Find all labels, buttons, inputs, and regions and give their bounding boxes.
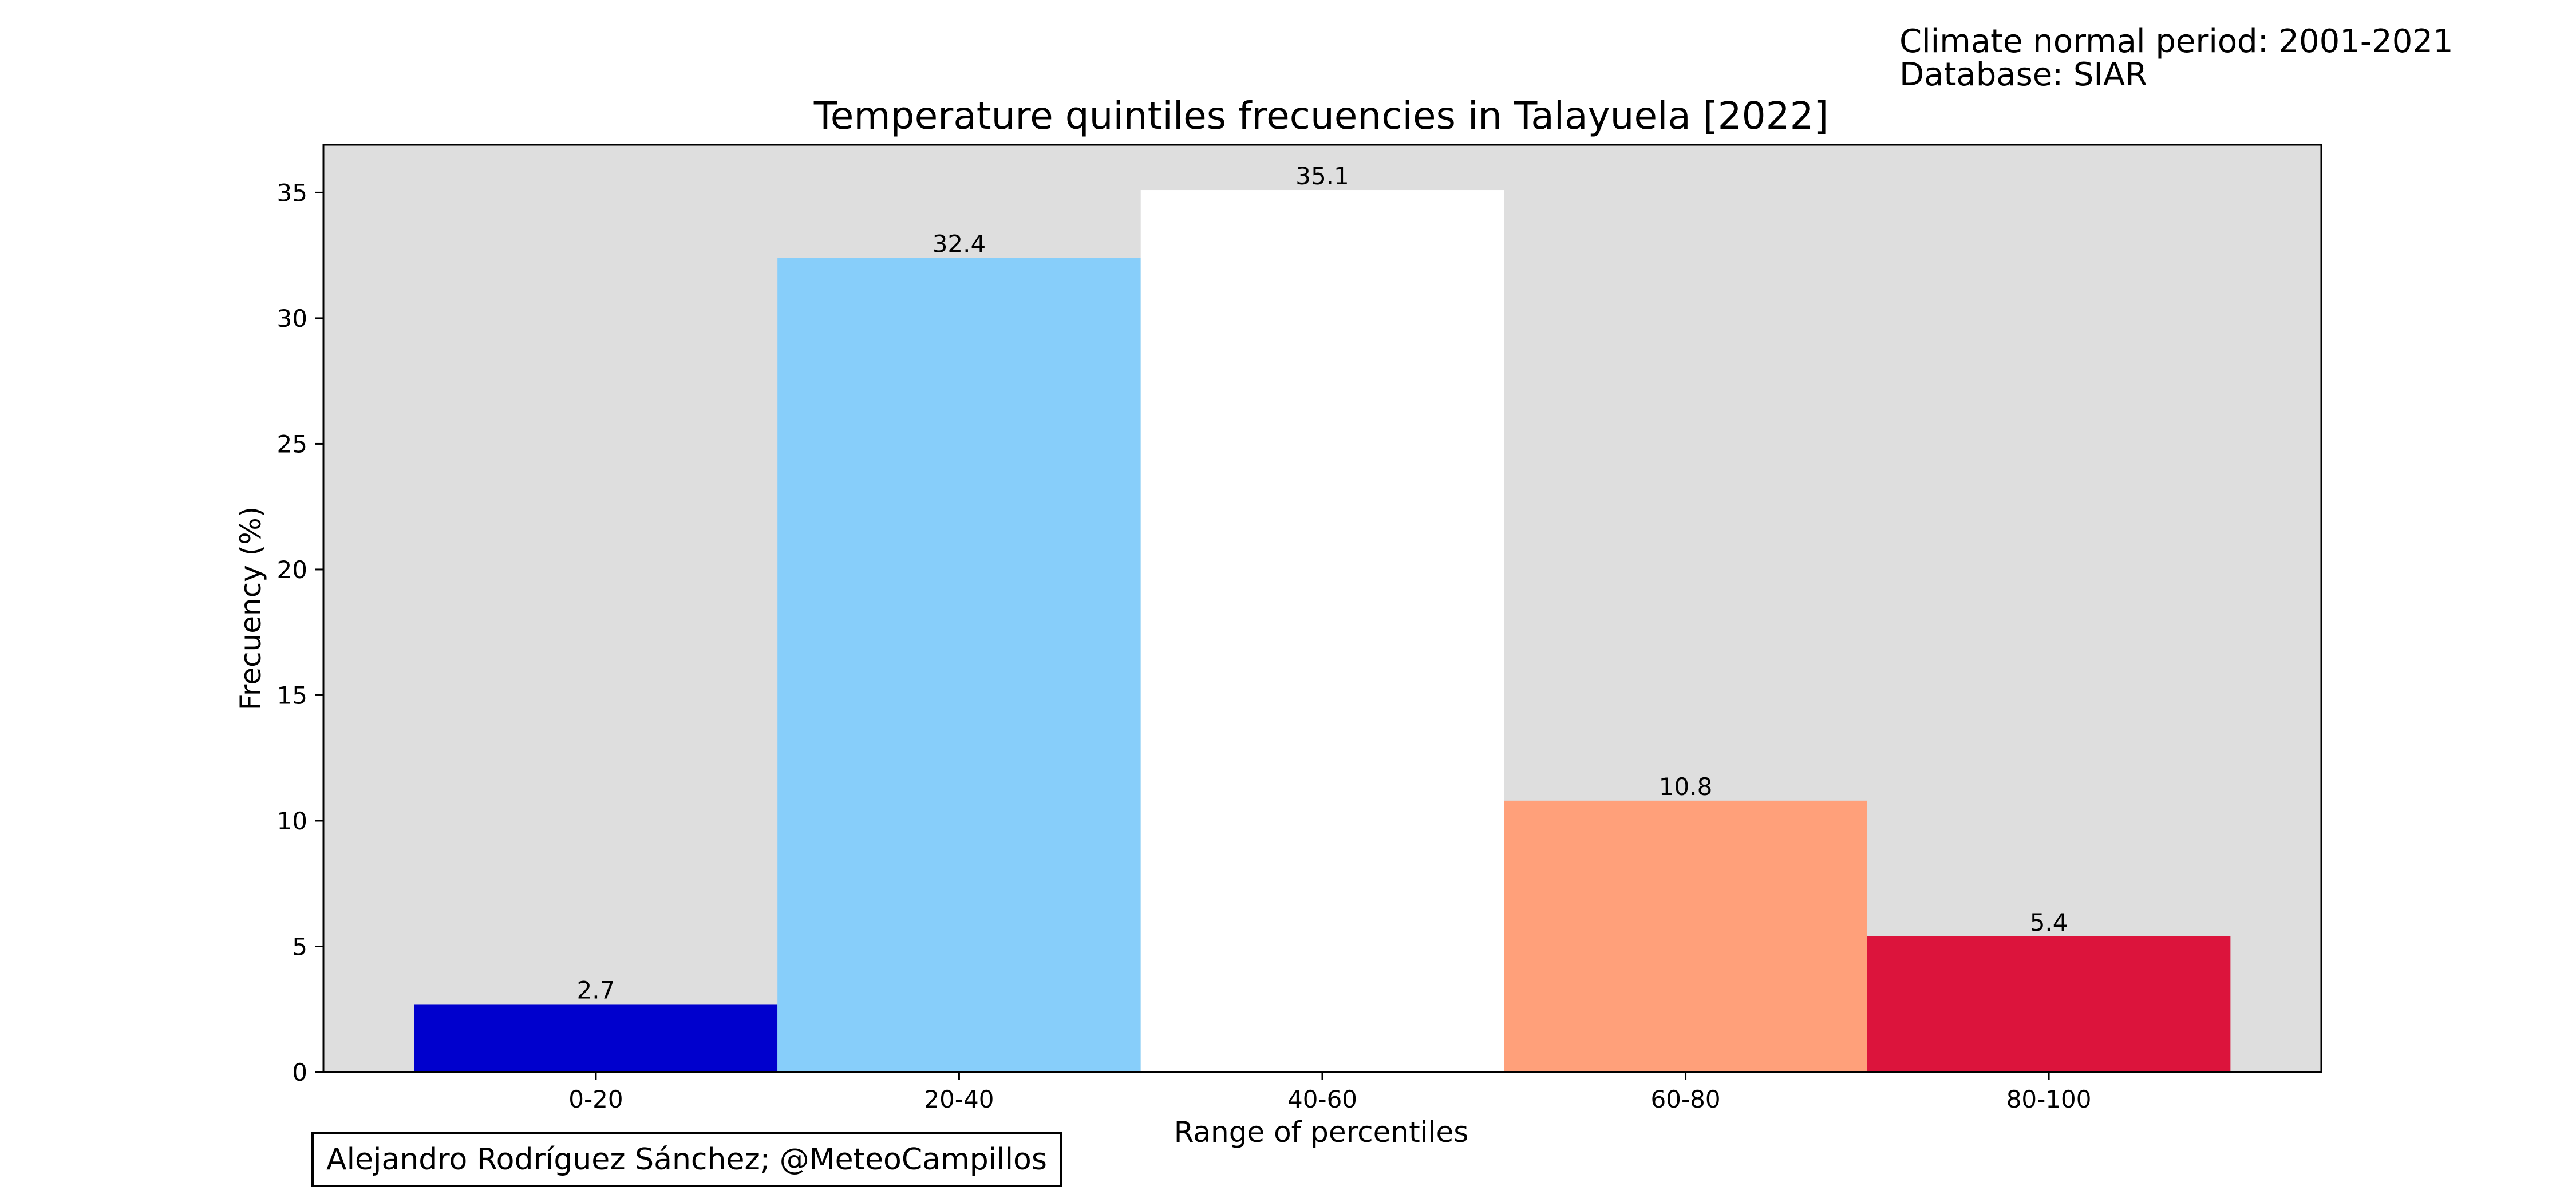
bar-60-80 [1504,800,1867,1072]
y-tick-label: 5 [292,932,307,960]
bar-20-40 [777,258,1141,1072]
x-axis-ticks: 0-20 20-40 40-60 60-80 80-100 [568,1072,2091,1113]
climate-period-text: Climate normal period: 2001-2021 [1899,23,2453,60]
y-tick-label: 30 [277,305,307,333]
bars [414,190,2231,1072]
x-tick-label: 60-80 [1651,1085,1721,1113]
x-tick-label: 80-100 [2006,1085,2092,1113]
value-label-40-60: 35.1 [1295,162,1349,190]
y-tick-label: 10 [277,807,307,835]
bar-80-100 [1867,936,2231,1072]
y-tick-label: 25 [277,430,307,458]
y-tick-label: 15 [277,681,307,709]
bar-0-20 [414,1004,778,1072]
x-axis-label: Range of percentiles [1174,1116,1469,1149]
y-tick-label: 20 [277,556,307,584]
info-block: Climate normal period: 2001-2021 Databas… [1899,25,2453,92]
y-tick-label: 35 [277,179,307,207]
bar-40-60 [1140,190,1504,1072]
author-credit: Alejandro Rodríguez Sánchez; @MeteoCampi… [311,1132,1062,1187]
x-tick-label: 0-20 [568,1085,623,1113]
x-tick-label: 40-60 [1287,1085,1357,1113]
value-label-20-40: 32.4 [933,230,986,258]
y-axis-label: Frecuency (%) [234,507,267,710]
database-text: Database: SIAR [1899,56,2148,93]
x-tick-label: 20-40 [924,1085,994,1113]
y-tick-label: 0 [292,1058,307,1086]
value-labels: 2.7 32.4 35.1 10.8 5.4 [577,162,2068,1004]
value-label-0-20: 2.7 [577,976,615,1004]
chart-title: Temperature quintiles frecuencies in Tal… [813,94,1829,138]
value-label-80-100: 5.4 [2030,908,2068,936]
y-axis-ticks: 0 5 10 15 20 25 30 35 [277,179,323,1086]
value-label-60-80: 10.8 [1659,773,1713,801]
